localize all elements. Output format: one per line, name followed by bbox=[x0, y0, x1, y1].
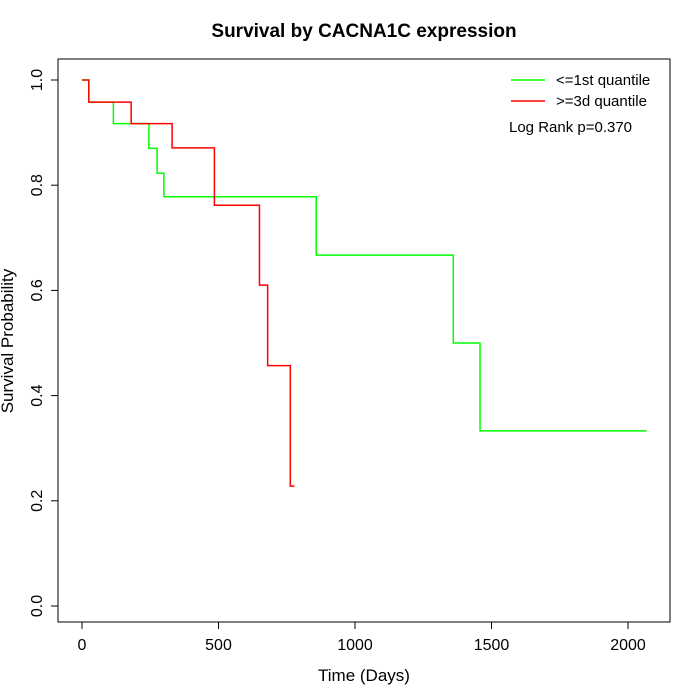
x-axis: 0 500 1000 1500 2000 bbox=[78, 621, 646, 654]
log-rank-annotation: Log Rank p=0.370 bbox=[509, 119, 632, 136]
chart-title: Survival by CACNA1C expression bbox=[211, 21, 516, 42]
y-tick-label: 0.8 bbox=[29, 174, 46, 196]
y-axis: 0.0 0.2 0.4 0.6 0.8 1.0 bbox=[29, 69, 59, 617]
x-axis-label: Time (Days) bbox=[318, 666, 410, 685]
x-tick-label: 1500 bbox=[474, 637, 510, 654]
x-tick-label: 500 bbox=[205, 637, 232, 654]
legend: <=1st quantile >=3d quantile bbox=[511, 72, 650, 110]
y-tick-label: 0.0 bbox=[29, 595, 46, 617]
y-tick-label: 1.0 bbox=[29, 69, 46, 91]
plot-frame bbox=[57, 58, 671, 623]
legend-label-2: >=3d quantile bbox=[556, 93, 647, 110]
x-tick-label: 1000 bbox=[337, 637, 373, 654]
y-tick-label: 0.6 bbox=[29, 279, 46, 301]
series-line-2 bbox=[82, 79, 295, 487]
legend-label-1: <=1st quantile bbox=[556, 72, 650, 89]
y-axis-label: Survival Probability bbox=[0, 268, 17, 413]
y-tick-label: 0.2 bbox=[29, 490, 46, 512]
y-tick-label: 0.4 bbox=[29, 384, 46, 406]
series-layer bbox=[82, 79, 647, 487]
x-tick-label: 2000 bbox=[610, 637, 646, 654]
x-tick-label: 0 bbox=[78, 637, 87, 654]
